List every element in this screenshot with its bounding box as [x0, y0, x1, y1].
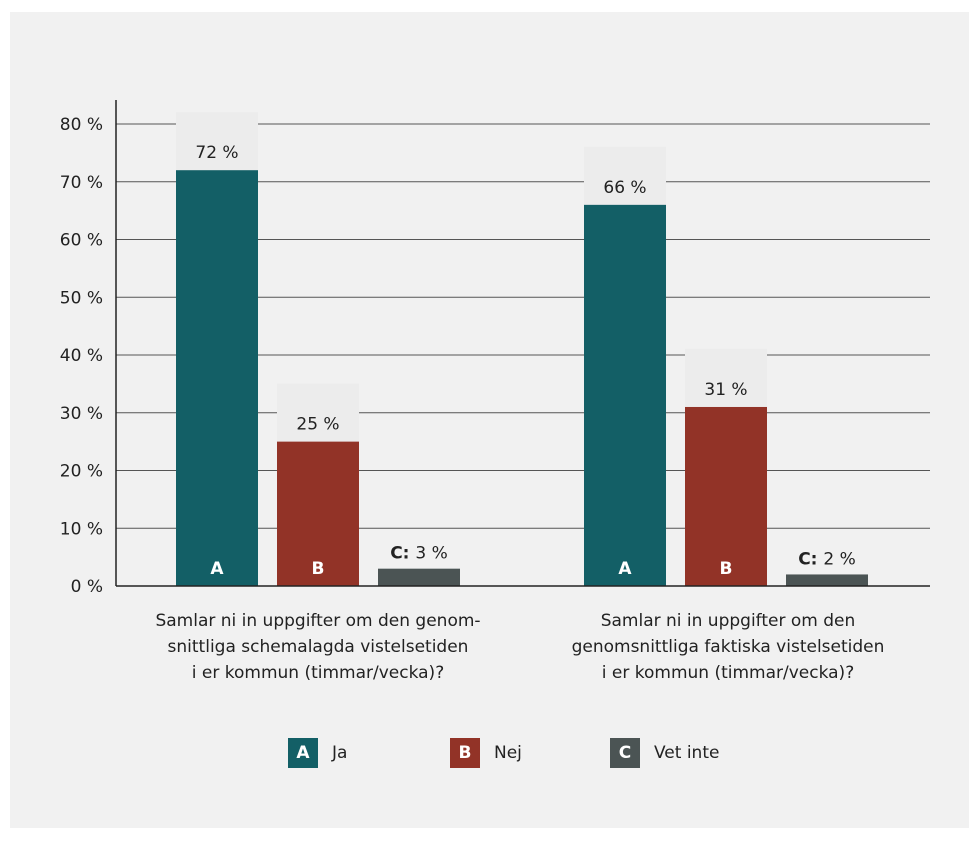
category-label-line: Samlar ni in uppgifter om den [600, 611, 856, 631]
category-label-line: i er kommun (timmar/vecka)? [191, 663, 445, 683]
legend-item-nej: B Nej [450, 738, 522, 768]
category-label-2: Samlar ni in uppgifter om den genomsnitt… [508, 608, 948, 686]
label-backdrop [584, 146, 666, 205]
y-tick-label: 80 % [60, 115, 103, 135]
value-label: 66 % [603, 178, 646, 198]
bar-key-label: B [312, 559, 325, 579]
y-tick-label: 50 % [60, 288, 103, 308]
y-tick-label: 30 % [60, 404, 103, 424]
value-labels: A 72 % B 25 % C: 3 % A 66 % B 31 % C: 2 % [195, 143, 855, 579]
category-label-line: genomsnittliga faktiska vistelsetiden [571, 637, 885, 657]
bar-b [685, 406, 767, 586]
y-tick-label: 0 % [71, 577, 103, 597]
label-backdrop [176, 112, 258, 171]
legend-label-ja: Ja [332, 743, 348, 763]
chart-panel [10, 12, 969, 828]
category-label-line: i er kommun (timmar/vecka)? [601, 663, 855, 683]
y-tick-label: 60 % [60, 231, 103, 251]
label-backdrop [277, 383, 359, 442]
bar-key-label: A [618, 559, 632, 579]
y-tick-label: 20 % [60, 462, 103, 482]
category-label-line: Samlar ni in uppgifter om den genom- [155, 611, 481, 631]
legend-item-ja: A Ja [288, 738, 347, 768]
legend-swatch-b: B [450, 738, 480, 768]
y-axis-labels: 0 % 10 % 20 % 30 % 40 % 50 % 60 % 70 % 80 % [60, 115, 103, 597]
bar-chart: 0 % 10 % 20 % 30 % 40 % 50 % 60 % 70 % 80 % A 72 … [60, 100, 930, 597]
bar-c [378, 568, 460, 586]
bar-a [584, 204, 666, 586]
value-label: 25 % [296, 415, 339, 435]
value-label: 72 % [195, 143, 238, 163]
legend-label-nej: Nej [494, 743, 522, 763]
bar-key-label: B [720, 559, 733, 579]
bar-key-label: A [210, 559, 224, 579]
legend-swatch-a: A [288, 738, 318, 768]
value-label: 31 % [704, 380, 747, 400]
legend-swatch-c: C [610, 738, 640, 768]
value-label: C: 3 % [390, 544, 448, 564]
legend-label-vet-inte: Vet inte [654, 743, 720, 763]
bars [176, 112, 868, 586]
value-label: C: 2 % [798, 549, 856, 569]
legend-item-vet-inte: C Vet inte [610, 738, 719, 768]
bar-c [786, 574, 868, 586]
bar-a [176, 170, 258, 586]
y-tick-label: 10 % [60, 519, 103, 539]
y-tick-label: 40 % [60, 346, 103, 366]
category-label-line: snittliga schemalagda vistelsetiden [167, 637, 469, 657]
label-backdrop [685, 348, 767, 407]
y-tick-label: 70 % [60, 173, 103, 193]
bar-b [277, 441, 359, 586]
category-label-1: Samlar ni in uppgifter om den genom- sni… [98, 608, 538, 686]
